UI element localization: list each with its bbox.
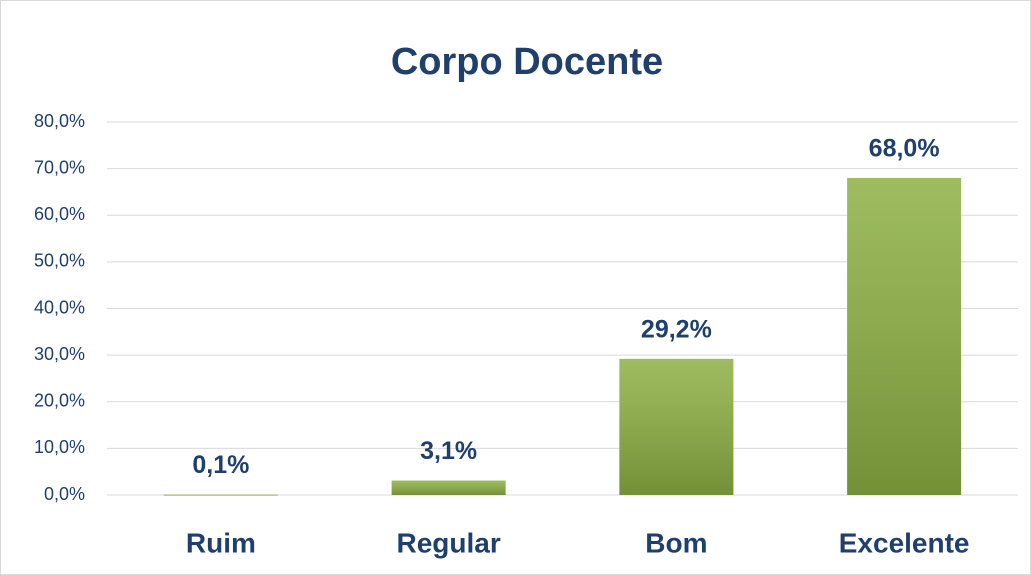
bar-shade	[163, 494, 278, 496]
bar-shade	[619, 358, 734, 495]
y-tick-label: 10,0%	[34, 437, 85, 457]
y-tick-label: 40,0%	[34, 297, 85, 317]
y-tick-label: 50,0%	[34, 251, 85, 271]
y-tick-label: 60,0%	[34, 204, 85, 224]
y-tick-label: 30,0%	[34, 344, 85, 364]
bar-shade	[847, 177, 962, 495]
value-label: 3,1%	[420, 437, 477, 465]
y-tick-label: 0,0%	[44, 484, 85, 504]
y-tick-label: 80,0%	[34, 111, 85, 131]
y-tick-label: 70,0%	[34, 157, 85, 177]
x-tick-label: Bom	[645, 527, 707, 558]
x-tick-label: Ruim	[186, 527, 256, 558]
x-tick-label: Regular	[397, 527, 501, 558]
value-label: 0,1%	[192, 451, 249, 479]
chart-title: Corpo Docente	[391, 41, 663, 83]
y-tick-label: 20,0%	[34, 391, 85, 411]
value-label: 68,0%	[869, 135, 940, 163]
value-label: 29,2%	[641, 315, 712, 343]
x-tick-label: Excelente	[839, 527, 970, 558]
bar-shade	[391, 480, 506, 495]
